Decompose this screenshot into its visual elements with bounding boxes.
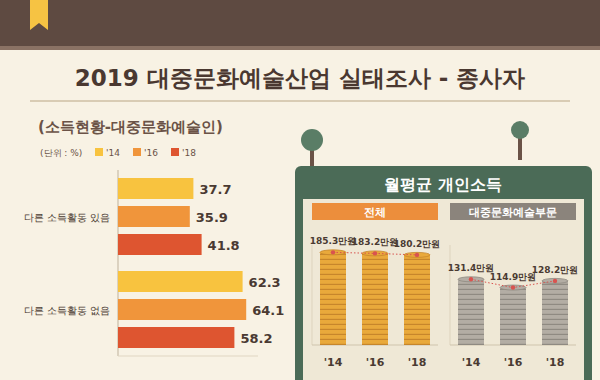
category-label: '16 [366, 356, 385, 369]
coin-top [320, 250, 346, 255]
coin-top [542, 278, 568, 283]
category-label: '18 [546, 356, 565, 369]
data-label: 180.2만원 [394, 239, 440, 249]
tree-crown [511, 121, 529, 139]
bar [118, 271, 243, 292]
data-label: 37.7 [199, 182, 231, 197]
chart-title: 대중문화예술부문 [469, 206, 557, 219]
bar [118, 206, 190, 227]
bar [118, 327, 234, 348]
data-label: 35.9 [196, 210, 228, 225]
bar [118, 299, 246, 320]
coin-stack [320, 252, 346, 345]
legend-label: '16 [144, 148, 158, 158]
infographic: 2019 대중문화예술산업 실태조사 - 종사자 (소득현황-대중문화예술인) (단… [0, 0, 600, 380]
bar-labels: 다른 소득활동 있음 37.7 35.9 41.8 다른 소득활동 없음 62.3 64.1… [24, 182, 285, 346]
legend-label: '18 [182, 148, 196, 158]
data-label: 62.3 [249, 275, 281, 290]
panel-title: 월평균 개인소득 [384, 175, 502, 194]
value-axis-line [118, 356, 258, 357]
marker [553, 279, 557, 283]
legend-label: '14 [106, 148, 120, 158]
coin-top [458, 277, 484, 282]
marker [469, 277, 473, 281]
panel [295, 166, 592, 380]
title-rule [30, 100, 570, 102]
bars [118, 178, 246, 348]
data-label: 131.4만원 [448, 263, 494, 273]
coin-stacks [320, 250, 430, 345]
header-band [0, 0, 600, 46]
page-title: 2019 대중문화예술산업 실태조사 - 종사자 [75, 65, 526, 91]
coin-stack [542, 281, 568, 345]
marker [415, 253, 419, 257]
legend-swatch [133, 148, 141, 156]
coin-stack [458, 279, 484, 345]
category-label: 다른 소득활동 있음 [24, 212, 110, 223]
bar [118, 234, 202, 255]
data-label: 41.8 [208, 238, 240, 253]
data-label: 183.2만원 [352, 237, 398, 247]
bar [118, 178, 193, 199]
panel-inner [303, 199, 584, 380]
chart-title-box [312, 203, 438, 220]
unit-label: (단위 : %) [40, 148, 82, 158]
ribbon [30, 0, 48, 30]
marker [331, 250, 335, 254]
header-line [0, 46, 600, 50]
labels: '14 '16 '18 185.3만원183.2만원180.2만원 [310, 236, 440, 369]
data-label: 114.9만원 [490, 272, 536, 282]
value-axis-line [312, 245, 313, 345]
chart-title: 전체 [364, 206, 386, 219]
category-label: '16 [504, 356, 523, 369]
category-label: '18 [408, 356, 427, 369]
legend-swatch [95, 148, 103, 156]
data-label: 185.3만원 [310, 236, 356, 246]
legend-swatch [171, 148, 179, 156]
legend: '14 '16 '18 [95, 148, 196, 158]
coin-stacks [458, 277, 568, 345]
data-label: 128.2만원 [532, 265, 578, 275]
value-axis-line [450, 245, 451, 345]
page-subtitle: (소득현황-대중문화예술인) [38, 118, 223, 136]
marker [511, 285, 515, 289]
coin-stack [500, 288, 526, 345]
labels: '14 '16 '18 131.4만원114.9만원128.2만원 [448, 263, 578, 369]
chart-title-box [450, 203, 576, 220]
category-label: '14 [324, 356, 343, 369]
category-label: 다른 소득활동 없음 [24, 305, 110, 316]
data-label: 58.2 [240, 331, 272, 346]
coin-stack [404, 255, 430, 345]
coin-top [500, 285, 526, 290]
category-label: '14 [462, 356, 481, 369]
marker [373, 251, 377, 255]
data-label: 64.1 [252, 303, 284, 318]
tree-crown [301, 129, 323, 151]
coin-stack [362, 253, 388, 345]
